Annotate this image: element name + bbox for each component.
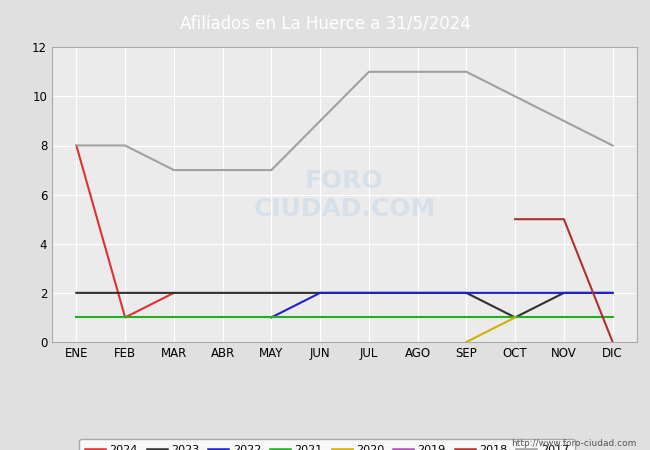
Text: FORO
CIUDAD.COM: FORO CIUDAD.COM [254,169,436,220]
Text: Afiliados en La Huerce a 31/5/2024: Afiliados en La Huerce a 31/5/2024 [179,14,471,33]
Legend: 2024, 2023, 2022, 2021, 2020, 2019, 2018, 2017: 2024, 2023, 2022, 2021, 2020, 2019, 2018… [79,439,575,450]
Text: http://www.foro-ciudad.com: http://www.foro-ciudad.com [512,439,637,448]
